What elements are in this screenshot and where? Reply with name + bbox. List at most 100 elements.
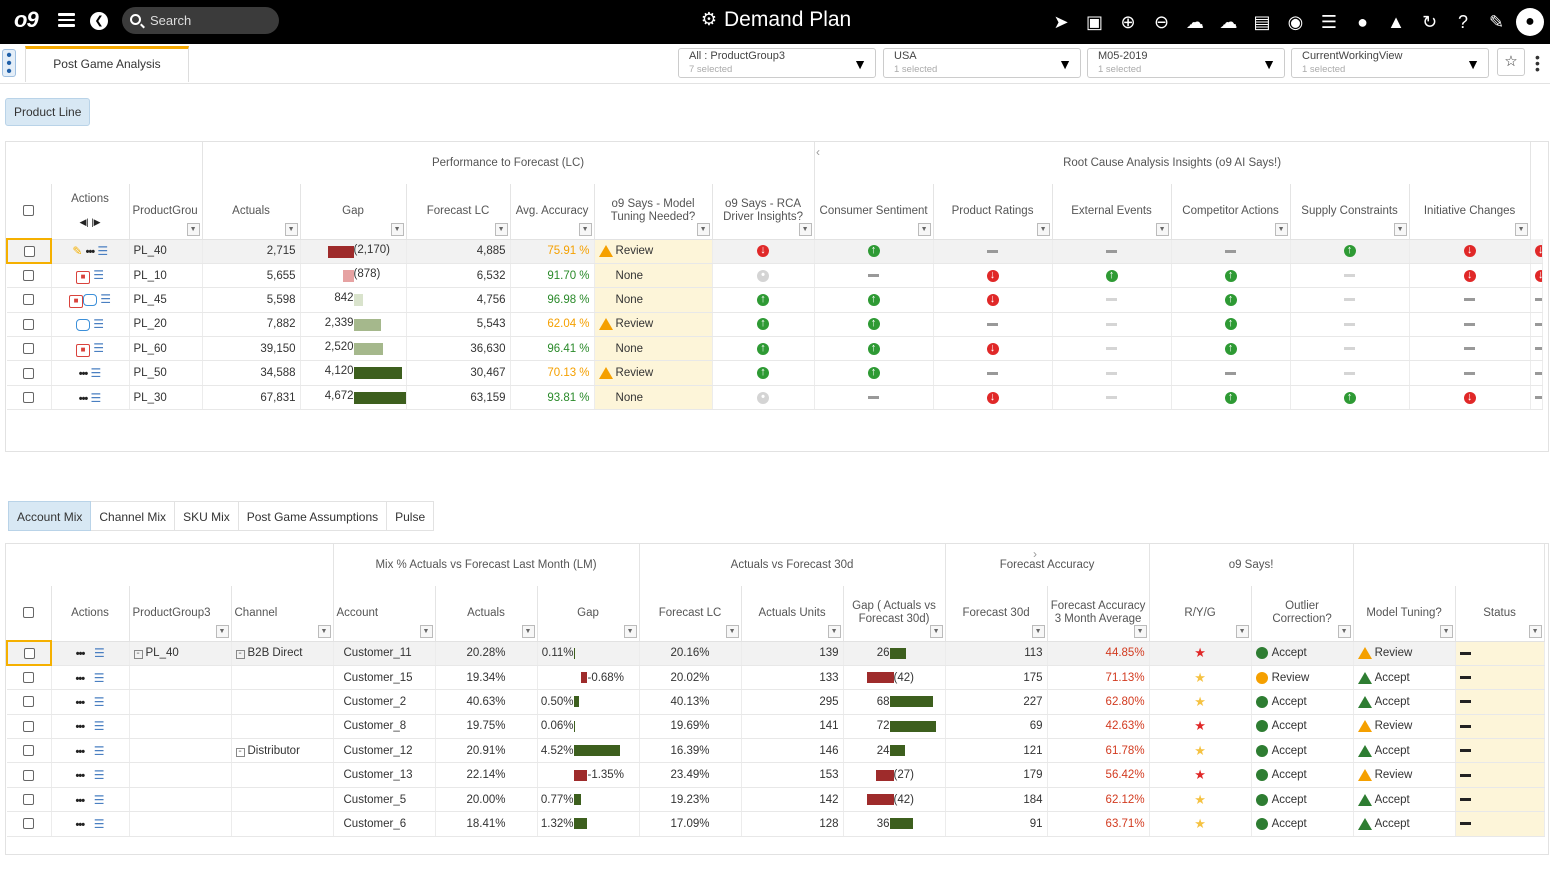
gap-cell[interactable]: 1.32% (537, 811, 640, 837)
table-row[interactable]: ••• ☰ Customer_5 20.00% 0.77% 19.23% 142 (42) 1… (7, 787, 1545, 813)
more-vertical-icon[interactable]: • • • (1535, 49, 1540, 77)
table-row[interactable]: ■ ☰ PL_45 5,598 842 4,756 96.98 % None ↑ ↑ ↓ ↑ (7, 287, 1544, 313)
accuracy-cell[interactable]: 93.81 % (510, 385, 595, 411)
tab-post-game-assumptions[interactable]: Post Game Assumptions (238, 501, 388, 531)
fa3-cell[interactable]: 61.78% (1047, 738, 1150, 764)
row-checkbox[interactable] (7, 385, 52, 411)
insight-cell[interactable] (1052, 385, 1172, 411)
ryg-cell[interactable]: ★ (1149, 665, 1252, 691)
row-checkbox[interactable] (7, 762, 52, 788)
more-icon[interactable]: ••• (75, 818, 86, 831)
table-row[interactable]: ••• ☰ Customer_2 40.63% 0.50% 40.13% 295 68 227… (7, 689, 1545, 715)
cloud-upload-icon[interactable]: ☁ (1186, 12, 1204, 32)
gap-cell[interactable]: 4.52% (537, 738, 640, 764)
insight-cell[interactable]: ↑ (1171, 312, 1291, 338)
status-cell[interactable] (1455, 665, 1545, 691)
table-row[interactable]: ••• ☰ Customer_8 19.75% 0.06% 19.69% 141 72 69 4… (7, 714, 1545, 740)
outlier-cell[interactable]: Accept (1251, 762, 1354, 788)
collapse-icon[interactable]: - (235, 746, 245, 757)
channel-cell[interactable] (231, 787, 334, 813)
more-icon[interactable]: ••• (75, 721, 86, 734)
filter-icon[interactable]: ▼ (1393, 222, 1407, 236)
actuals-units-cell[interactable]: 139 (741, 641, 844, 666)
insight-cell[interactable]: ↑ (1171, 385, 1291, 411)
share-icon[interactable]: ▣ (1085, 12, 1103, 32)
row-actions[interactable]: ••• ☰ (51, 762, 130, 788)
col-productgroup3[interactable]: ProductGroup3 ▼ (129, 586, 232, 642)
insight-cell[interactable] (933, 360, 1053, 386)
filter-icon[interactable]: ▼ (1235, 624, 1249, 638)
calendar-icon[interactable]: ■ (76, 343, 91, 357)
account-cell[interactable]: Customer_15 (333, 665, 436, 691)
forecast-cell[interactable]: 19.69% (639, 714, 742, 740)
comment-icon[interactable] (76, 319, 91, 332)
row-menu-icon[interactable]: ☰ (93, 792, 105, 807)
row-actions[interactable]: ••• ☰ (51, 360, 130, 386)
insight-cell[interactable] (1530, 336, 1544, 362)
col-initiative[interactable]: Initiative Changes ▼ (1409, 184, 1531, 240)
table-row[interactable]: ■ ☰ PL_60 39,150 2,520 36,630 96.41 % None ↑ ↑ ↓ ↑ (7, 336, 1544, 362)
collapse-right-icon[interactable]: › (1033, 547, 1037, 561)
fa3-cell[interactable]: 62.80% (1047, 689, 1150, 715)
insight-cell[interactable]: ↑ (712, 287, 815, 313)
insight-cell[interactable]: ↓ (933, 385, 1053, 411)
ryg-cell[interactable]: ★ (1149, 787, 1252, 813)
row-actions[interactable]: ••• ☰ (51, 738, 130, 764)
status-cell[interactable] (1455, 738, 1545, 764)
star-icon[interactable]: ☆ (1497, 48, 1525, 76)
insight-cell[interactable]: ↑ (814, 312, 934, 338)
filter-icon[interactable]: ▼ (284, 222, 298, 236)
forecast30-cell[interactable]: 113 (945, 641, 1048, 666)
bell-icon[interactable]: ▲ (1387, 12, 1405, 32)
actuals-cell[interactable]: 7,882 (202, 312, 301, 338)
insight-cell[interactable]: ↑ (1290, 239, 1410, 264)
filter-icon[interactable]: ▼ (1133, 624, 1147, 638)
filter-productgroup[interactable]: All : ProductGroup3 7 selected ▼ (678, 48, 876, 78)
insight-cell[interactable]: ↓ (1530, 263, 1544, 289)
row-menu-icon[interactable]: ☰ (93, 743, 105, 758)
tuning-cell[interactable]: Review (594, 239, 713, 264)
more-icon[interactable]: ••• (75, 672, 86, 685)
actuals-units-cell[interactable]: 141 (741, 714, 844, 740)
forecast30-cell[interactable]: 179 (945, 762, 1048, 788)
row-actions[interactable]: ••• ☰ (51, 811, 130, 837)
insight-cell[interactable] (1290, 263, 1410, 289)
insight-cell[interactable]: • (712, 263, 815, 289)
funnel-icon[interactable]: ▼ (853, 56, 867, 72)
gap30-cell[interactable]: 24 (843, 738, 946, 764)
col-productgroup[interactable]: ProductGrou ▼ (129, 184, 203, 240)
row-checkbox[interactable] (6, 237, 52, 265)
gap-cell[interactable]: (2,170) (300, 239, 407, 264)
insight-cell[interactable] (1409, 312, 1531, 338)
gap-cell[interactable]: 0.50% (537, 689, 640, 715)
actuals-cell[interactable]: 20.28% (435, 641, 538, 666)
row-checkbox[interactable] (7, 787, 52, 813)
actuals-cell[interactable]: 20.00% (435, 787, 538, 813)
status-cell[interactable] (1455, 787, 1545, 813)
col-tuning[interactable]: o9 Says - Model Tuning Needed? ▼ (594, 184, 713, 240)
insight-cell[interactable]: ↓ (1409, 385, 1531, 411)
forecast30-cell[interactable]: 227 (945, 689, 1048, 715)
actuals-cell[interactable]: 34,588 (202, 360, 301, 386)
productgroup-cell[interactable]: PL_45 (129, 287, 203, 313)
status-cell[interactable] (1455, 762, 1545, 788)
filter-period[interactable]: M05-2019 1 selected ▼ (1087, 48, 1285, 78)
account-cell[interactable]: Customer_12 (333, 738, 436, 764)
gap-cell[interactable]: 0.06% (537, 714, 640, 740)
filter-icon[interactable]: ▼ (578, 222, 592, 236)
tuning-cell[interactable]: None (594, 336, 713, 362)
actuals-cell[interactable]: 39,150 (202, 336, 301, 362)
model-tuning-cell[interactable]: Accept (1353, 787, 1456, 813)
col-outlier[interactable]: Outlier Correction? ▼ (1251, 586, 1354, 642)
productgroup3-cell[interactable]: - PL_40 (129, 641, 232, 666)
row-actions[interactable]: ••• ☰ (51, 385, 130, 411)
actuals-units-cell[interactable]: 142 (741, 787, 844, 813)
insight-cell[interactable] (1290, 312, 1410, 338)
actuals-cell[interactable]: 67,831 (202, 385, 301, 411)
model-tuning-cell[interactable]: Review (1353, 641, 1456, 666)
filter-icon[interactable]: ▼ (521, 624, 535, 638)
account-cell[interactable]: Customer_6 (333, 811, 436, 837)
gap30-cell[interactable]: 26 (843, 641, 946, 666)
forecast-cell[interactable]: 16.39% (639, 738, 742, 764)
target-icon[interactable]: ◉ (1287, 12, 1304, 32)
